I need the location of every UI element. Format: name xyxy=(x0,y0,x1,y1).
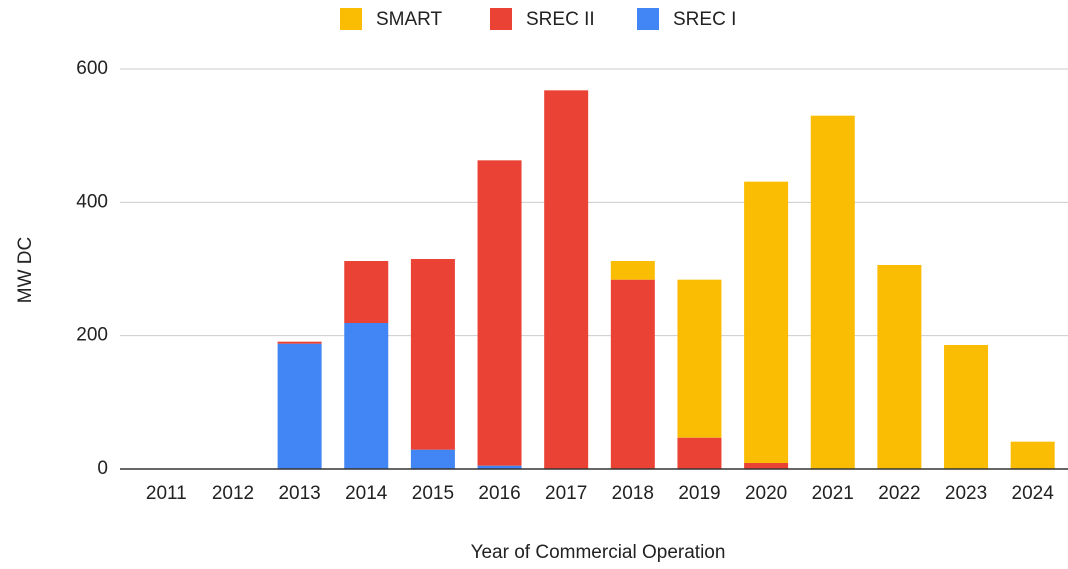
bar-segment xyxy=(610,261,655,280)
bar-segment xyxy=(744,463,789,469)
y-axis-label: MW DC xyxy=(15,237,36,303)
y-tick-label: 400 xyxy=(76,191,108,212)
bar-segment xyxy=(810,115,855,470)
x-tick-label: 2019 xyxy=(678,483,720,504)
bar-segment xyxy=(877,265,922,469)
x-tick-label: 2013 xyxy=(278,483,320,504)
x-tick-label: 2023 xyxy=(945,483,987,504)
x-tick-label: 2022 xyxy=(878,483,920,504)
legend-swatch xyxy=(637,8,659,30)
bar-segment xyxy=(544,90,589,469)
bar-segment xyxy=(477,160,522,466)
x-tick-label: 2021 xyxy=(812,483,854,504)
bar-segment xyxy=(410,449,455,469)
legend-swatch xyxy=(490,8,512,30)
x-tick-label: 2011 xyxy=(146,483,187,504)
bar-segment xyxy=(277,343,322,469)
bar-segment xyxy=(277,341,322,344)
x-tick-label: 2014 xyxy=(345,483,388,504)
bar-segment xyxy=(944,345,989,469)
y-tick-label: 200 xyxy=(76,325,108,346)
y-tick-label: 0 xyxy=(97,458,108,479)
bar-segment xyxy=(1010,441,1055,469)
y-tick-label: 600 xyxy=(76,58,108,79)
x-tick-label: 2012 xyxy=(212,483,254,504)
bar-segment xyxy=(677,437,722,469)
legend-label: SREC I xyxy=(673,9,736,30)
bar-segment xyxy=(477,465,522,469)
legend-label: SMART xyxy=(376,9,443,30)
x-tick-label: 2017 xyxy=(545,483,587,504)
legend-swatch xyxy=(340,8,362,30)
x-tick-label: 2024 xyxy=(1012,483,1055,504)
bar-segment xyxy=(410,259,455,450)
bar-segment xyxy=(610,279,655,469)
x-tick-label: 2016 xyxy=(478,483,520,504)
bar-segment xyxy=(344,323,389,469)
x-tick-label: 2018 xyxy=(612,483,654,504)
x-axis-label: Year of Commercial Operation xyxy=(471,542,726,563)
x-tick-label: 2015 xyxy=(412,483,454,504)
x-tick-label: 2020 xyxy=(745,483,787,504)
bar-segment xyxy=(677,279,722,438)
bar-segment xyxy=(344,261,389,323)
bar-segment xyxy=(744,181,789,463)
legend-label: SREC II xyxy=(526,9,595,30)
